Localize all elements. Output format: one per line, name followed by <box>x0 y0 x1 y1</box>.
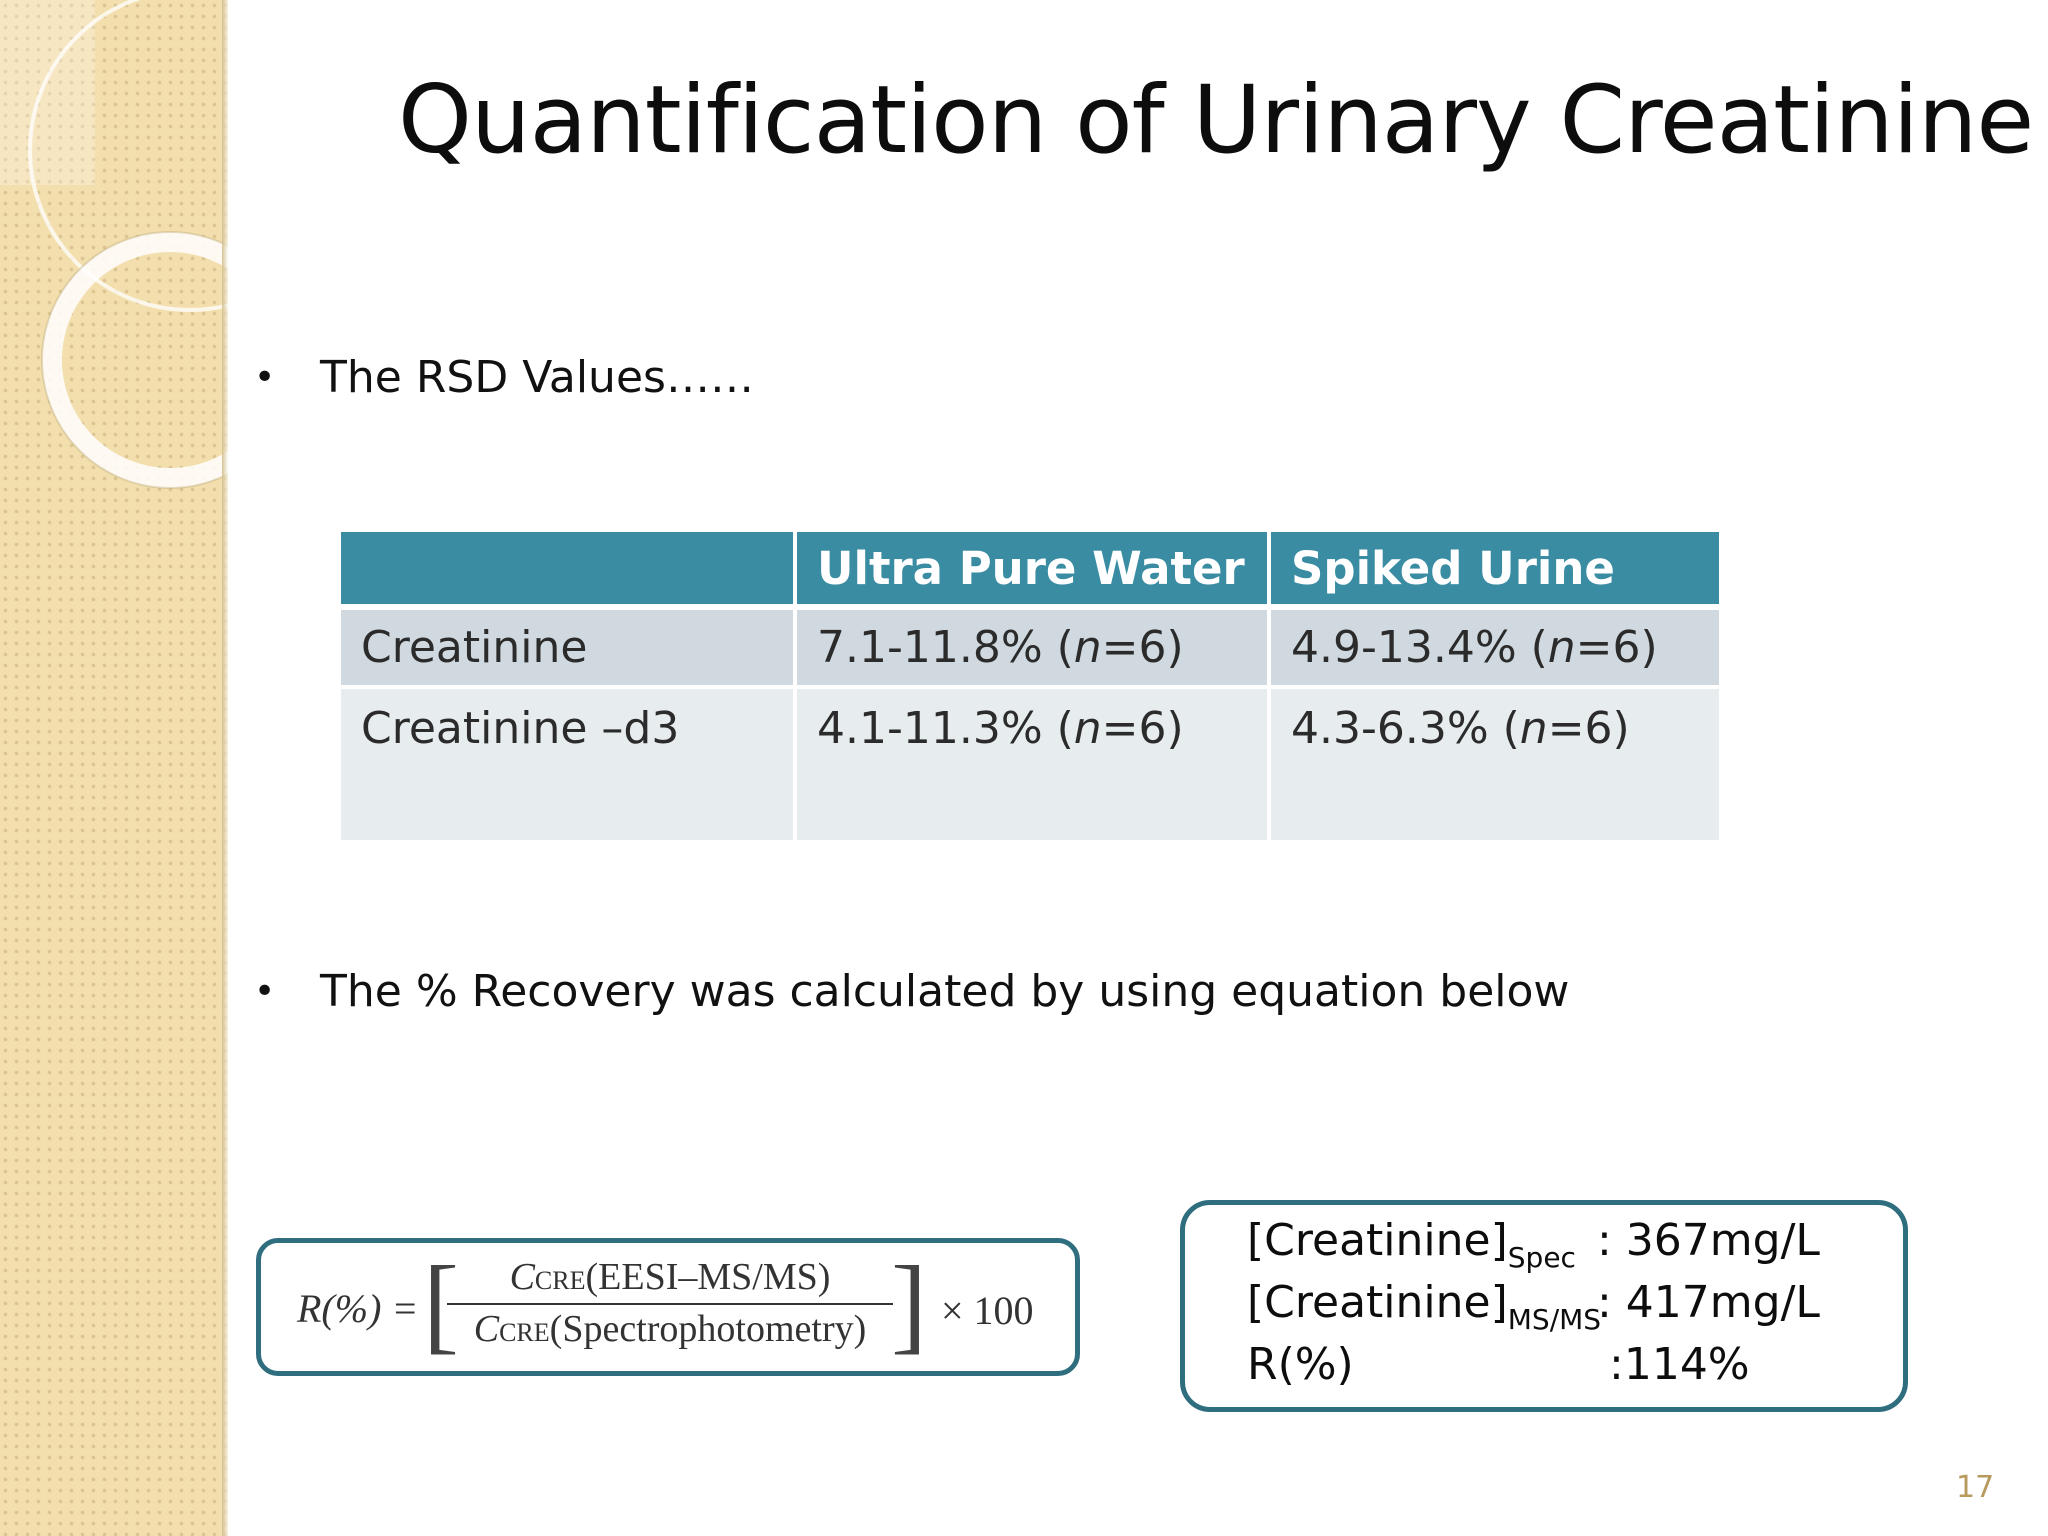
equation-multiplier: × 100 <box>941 1288 1034 1333</box>
numerator-subscript: CRE <box>534 1266 586 1295</box>
table-row: Creatinine –d3 4.1-11.3% (n=6) 4.3-6.3% … <box>341 688 1719 840</box>
result-value-recovery: :114% <box>1609 1339 1750 1390</box>
result-label-text: R(%) <box>1247 1339 1354 1390</box>
bullet-recovery: • The % Recovery was calculated by using… <box>254 966 1569 1017</box>
equation-numerator: CCRE(EESI–MS/MS) <box>447 1255 893 1303</box>
equation-lhs: R(%) = <box>297 1286 419 1331</box>
table-cell-urine: 4.9-13.4% (n=6) <box>1271 610 1719 689</box>
result-label-text: [Creatinine] <box>1247 1277 1508 1328</box>
bullet-text: The RSD Values…… <box>320 352 754 403</box>
bullet-marker: • <box>254 357 276 398</box>
equation-denominator: CCRE(Spectrophotometry) <box>447 1305 893 1351</box>
table-header-corner <box>341 532 793 610</box>
equation-close-bracket: ] <box>891 1245 927 1364</box>
result-label-subscript: Spec <box>1507 1241 1576 1274</box>
table-cell-water: 7.1-11.8% (n=6) <box>797 610 1267 689</box>
table-cell-label: Creatinine <box>341 610 793 689</box>
decorative-rings-icon <box>0 0 228 489</box>
rsd-table: Ultra Pure Water Spiked Urine Creatinine… <box>337 532 1723 840</box>
table-cell-label: Creatinine –d3 <box>341 688 793 840</box>
table-header-row: Ultra Pure Water Spiked Urine <box>341 532 1719 610</box>
result-label-msms: [Creatinine]MS/MS <box>1247 1277 1601 1336</box>
bullet-rsd-values: • The RSD Values…… <box>254 352 754 403</box>
table-cell-water: 4.1-11.3% (n=6) <box>797 688 1267 840</box>
result-label-text: [Creatinine] <box>1247 1215 1508 1266</box>
table-cell-urine: 4.3-6.3% (n=6) <box>1271 688 1719 840</box>
equation-fraction: CCRE(EESI–MS/MS) CCRE(Spectrophotometry) <box>447 1255 893 1351</box>
strip-edge <box>222 0 228 1536</box>
result-label-spec: [Creatinine]Spec <box>1247 1215 1576 1274</box>
numerator-method: (EESI–MS/MS) <box>585 1256 831 1298</box>
bullet-text: The % Recovery was calculated by using e… <box>320 966 1570 1017</box>
bullet-marker: • <box>254 971 276 1012</box>
fraction-bar <box>447 1303 893 1305</box>
denominator-method: (Spectrophotometry) <box>549 1308 867 1350</box>
result-label-recovery: R(%) <box>1247 1339 1354 1390</box>
results-box: [Creatinine]Spec : 367mg/L [Creatinine]M… <box>1180 1200 1908 1412</box>
table-header-urine: Spiked Urine <box>1271 532 1719 610</box>
denominator-subscript: CRE <box>499 1318 550 1347</box>
result-value-spec: : 367mg/L <box>1597 1215 1820 1266</box>
result-value-msms: : 417mg/L <box>1597 1277 1820 1328</box>
table-row: Creatinine 7.1-11.8% (n=6) 4.9-13.4% (n=… <box>341 610 1719 689</box>
slide-title: Quantification of Urinary Creatinine <box>398 66 2034 175</box>
numerator-variable: C <box>509 1256 535 1298</box>
result-label-subscript: MS/MS <box>1507 1303 1602 1336</box>
table-header-water: Ultra Pure Water <box>797 532 1267 610</box>
decorative-side-strip <box>0 0 228 1536</box>
page-number: 17 <box>1956 1470 1995 1505</box>
recovery-equation-box: R(%) = [ CCRE(EESI–MS/MS) CCRE(Spectroph… <box>256 1238 1080 1376</box>
denominator-variable: C <box>473 1308 500 1350</box>
